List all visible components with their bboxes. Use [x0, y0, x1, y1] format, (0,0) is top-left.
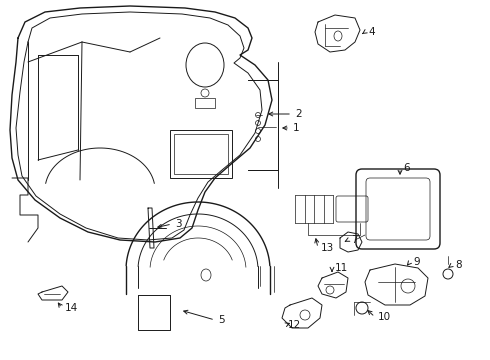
Text: 1: 1 — [293, 123, 299, 133]
Text: 2: 2 — [295, 109, 302, 119]
Text: 3: 3 — [175, 219, 182, 229]
Text: 9: 9 — [413, 257, 419, 267]
Text: 12: 12 — [288, 320, 301, 330]
Text: 13: 13 — [321, 243, 334, 253]
Text: 10: 10 — [378, 312, 391, 322]
Text: 7: 7 — [351, 235, 358, 245]
Bar — [174, 134, 228, 174]
Text: 5: 5 — [218, 315, 224, 325]
Text: 8: 8 — [455, 260, 462, 270]
Text: 11: 11 — [335, 263, 348, 273]
Text: 6: 6 — [403, 163, 410, 173]
Text: 4: 4 — [368, 27, 375, 37]
Bar — [170, 130, 232, 178]
Bar — [195, 98, 215, 108]
Text: 14: 14 — [65, 303, 78, 313]
